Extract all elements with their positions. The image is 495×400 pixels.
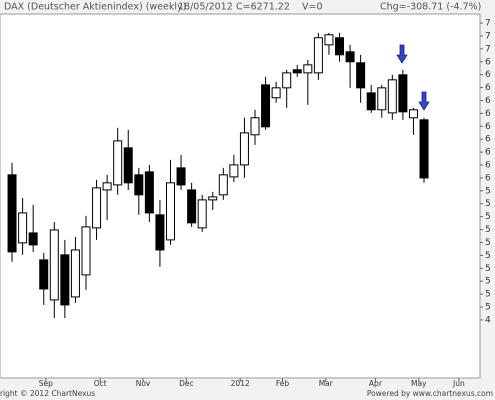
candle-body (303, 64, 313, 74)
x-tick-label: Apr (369, 379, 383, 388)
y-tick-label: 6 (485, 122, 491, 132)
candle-body (229, 164, 239, 178)
header-date: 18/05/2012 (178, 2, 233, 13)
candle-body (208, 196, 218, 201)
candle-body (239, 132, 249, 166)
y-tick-label: 6 (485, 83, 491, 93)
y-tick-label: 5 (485, 303, 491, 313)
candle-body (102, 182, 112, 191)
y-tick-label: 6 (485, 135, 491, 145)
candle-body (92, 187, 102, 229)
header-change: Chg=-308.71 (-4.7%) (380, 2, 481, 13)
candle-body (313, 37, 323, 74)
y-tick-label: 5 (485, 290, 491, 300)
y-tick-label: 5 (485, 264, 491, 274)
x-tick-label: Jun (452, 379, 465, 388)
candle-body (398, 74, 408, 113)
copyright: right © 2012 ChartNexus (0, 389, 95, 398)
y-tick-label: 5 (485, 186, 491, 196)
candle-body (176, 167, 186, 186)
candle-body (335, 37, 345, 56)
y-tick-label: 4 (485, 315, 491, 325)
candle-body (387, 79, 397, 114)
y-tick-label: 5 (485, 212, 491, 222)
y-tick-label: 6 (485, 57, 491, 67)
candle-body (377, 87, 387, 111)
candle-body (324, 34, 334, 46)
y-tick-label: 5 (485, 277, 491, 287)
y-tick-label: 5 (485, 225, 491, 235)
candle-body (408, 109, 418, 119)
plot-area (0, 13, 481, 379)
y-tick-label: 6 (485, 173, 491, 183)
candle-body (28, 232, 38, 246)
y-tick-label: 6 (485, 161, 491, 171)
candle-body (356, 62, 366, 89)
y-tick-label: 6 (485, 109, 491, 119)
x-tick-label: 2012 (231, 379, 250, 388)
candle-body (366, 92, 376, 111)
chart-title: DAX (Deutscher Aktienindex) (weekly) (4, 2, 186, 13)
x-tick-label: Dec (179, 379, 194, 388)
candle-body (60, 254, 70, 306)
y-tick-label: 7 (485, 44, 491, 54)
x-tick-label: Sep (39, 379, 53, 388)
candle-body (134, 174, 144, 196)
header-close: C=6271.22 (236, 2, 290, 13)
candle-body (18, 212, 28, 244)
y-tick-label: 5 (485, 199, 491, 209)
candle-body (197, 199, 207, 229)
candle-body (49, 229, 59, 301)
y-tick-label: 6 (485, 148, 491, 158)
header-volume: V=0 (302, 2, 323, 13)
x-tick-label: Mar (319, 379, 334, 388)
arrow (396, 44, 430, 111)
candle-body (155, 214, 165, 251)
y-tick-label: 6 (485, 70, 491, 80)
y-tick-label: 5 (485, 238, 491, 248)
candle-body (187, 189, 197, 224)
candle-body (292, 69, 302, 74)
candle-body (250, 117, 260, 136)
y-tick-label: 7 (485, 19, 491, 29)
candle-body (165, 182, 175, 241)
powered-by: Powered by www.chartnexus.com (367, 389, 493, 398)
candle-body (271, 87, 281, 99)
candle-body (282, 72, 292, 89)
candle-body (70, 249, 80, 298)
x-tick-label: Nov (136, 379, 151, 388)
y-tick-label: 7 (485, 31, 491, 41)
candle-body (218, 174, 228, 196)
x-tick-label: May (411, 379, 427, 388)
candle-body (261, 84, 271, 128)
candle-body (7, 174, 17, 253)
candle-body (113, 140, 123, 186)
candle-body (39, 259, 49, 290)
candle-body (144, 171, 154, 214)
x-tick-label: Oct (94, 379, 107, 388)
candle-body (419, 119, 429, 179)
candle-body (345, 51, 355, 63)
y-tick-label: 6 (485, 96, 491, 106)
x-tick-label: Feb (276, 379, 290, 388)
y-tick-label: 5 (485, 251, 491, 261)
candle-body (123, 147, 133, 184)
candle-body (81, 226, 91, 276)
